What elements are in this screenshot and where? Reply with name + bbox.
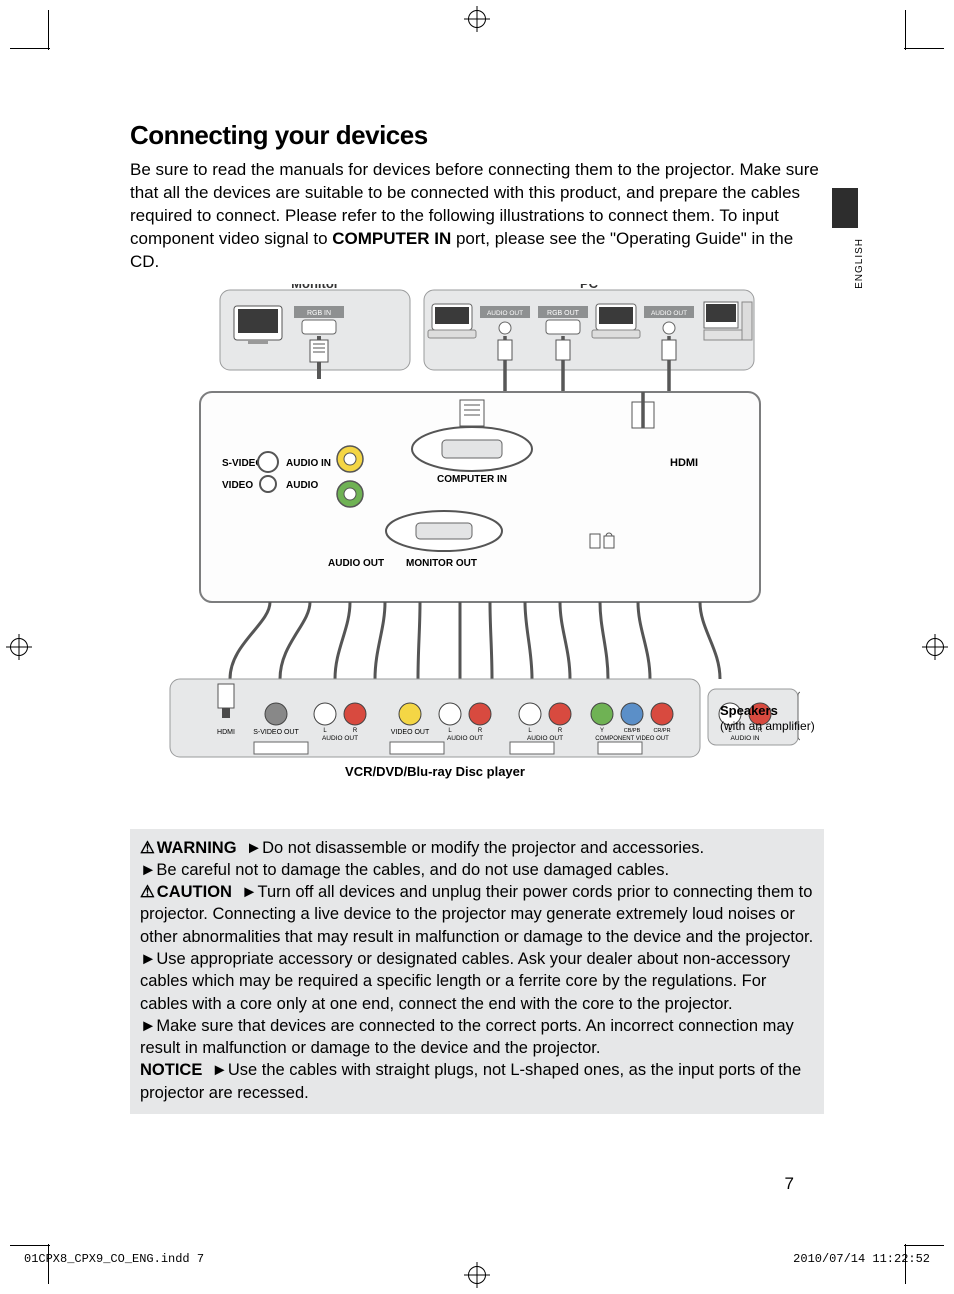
- language-label: ENGLISH: [854, 238, 865, 289]
- svg-text:AUDIO: AUDIO: [286, 480, 318, 491]
- svg-text:AUDIO OUT: AUDIO OUT: [527, 735, 563, 742]
- notice-text-1: Use the cables with straight plugs, not …: [140, 1061, 801, 1101]
- svg-text:VIDEO OUT: VIDEO OUT: [391, 729, 430, 736]
- svg-text:MONITOR OUT: MONITOR OUT: [406, 558, 477, 569]
- svg-text:RGB OUT: RGB OUT: [547, 310, 580, 317]
- svg-text:R: R: [353, 728, 358, 734]
- svg-text:COMPONENT VIDEO OUT: COMPONENT VIDEO OUT: [595, 736, 669, 742]
- caution-text-3: Make sure that devices are connected to …: [140, 1017, 794, 1057]
- footer-timestamp: 2010/07/14 11:22:52: [793, 1252, 930, 1266]
- warning-text-2: Be careful not to damage the cables, and…: [156, 861, 669, 879]
- warning-icon: ⚠: [140, 837, 155, 859]
- svg-text:AUDIO OUT: AUDIO OUT: [328, 558, 384, 569]
- connection-diagram: Monitor RGB IN PC: [160, 284, 800, 819]
- svg-text:R: R: [478, 728, 483, 734]
- intro-paragraph: Be sure to read the manuals for devices …: [130, 159, 824, 274]
- svg-text:AUDIO OUT: AUDIO OUT: [322, 735, 358, 742]
- vga-plug-icon: [310, 340, 328, 362]
- svg-text:AUDIO IN: AUDIO IN: [286, 458, 331, 469]
- svg-text:VIDEO: VIDEO: [222, 480, 253, 491]
- svg-text:AUDIO OUT: AUDIO OUT: [651, 310, 687, 317]
- speakers-label: Speakers: [720, 703, 778, 718]
- warning-label: WARNING: [157, 839, 237, 857]
- page-heading: Connecting your devices: [130, 120, 824, 151]
- svg-text:S-VIDEO OUT: S-VIDEO OUT: [253, 729, 299, 736]
- svg-text:AUDIO OUT: AUDIO OUT: [487, 310, 523, 317]
- footer-filename: 01CPX8_CPX9_CO_ENG.indd 7: [24, 1252, 204, 1266]
- svg-text:CR/PR: CR/PR: [653, 728, 670, 734]
- caution-text-2: Use appropriate accessory or designated …: [140, 950, 790, 1013]
- vcr-label: VCR/DVD/Blu-ray Disc player: [345, 764, 525, 779]
- svg-text:CB/PB: CB/PB: [624, 728, 641, 734]
- page-content: ENGLISH Connecting your devices Be sure …: [0, 0, 954, 1294]
- svg-text:Y: Y: [600, 728, 604, 734]
- caution-icon: ⚠: [140, 881, 155, 903]
- svg-text:COMPUTER IN: COMPUTER IN: [437, 474, 507, 485]
- svg-text:R: R: [558, 728, 563, 734]
- svg-text:HDMI: HDMI: [670, 457, 698, 469]
- svg-text:RGB IN: RGB IN: [307, 310, 331, 317]
- warning-text-1: Do not disassemble or modify the project…: [262, 839, 704, 857]
- monitor-label: Monitor: [291, 284, 339, 291]
- language-tab: [832, 188, 858, 228]
- page-number: 7: [785, 1174, 794, 1194]
- svg-text:AUDIO OUT: AUDIO OUT: [447, 735, 483, 742]
- svg-text:AUDIO IN: AUDIO IN: [731, 735, 760, 742]
- caution-label: CAUTION: [157, 883, 232, 901]
- svg-text:PC: PC: [580, 284, 599, 291]
- notice-label: NOTICE: [140, 1061, 202, 1079]
- speakers-sublabel: (with an amplifier): [720, 719, 815, 733]
- warning-notice-box: ⚠WARNING ►Do not disassemble or modify t…: [130, 829, 824, 1114]
- svg-text:HDMI: HDMI: [217, 729, 235, 736]
